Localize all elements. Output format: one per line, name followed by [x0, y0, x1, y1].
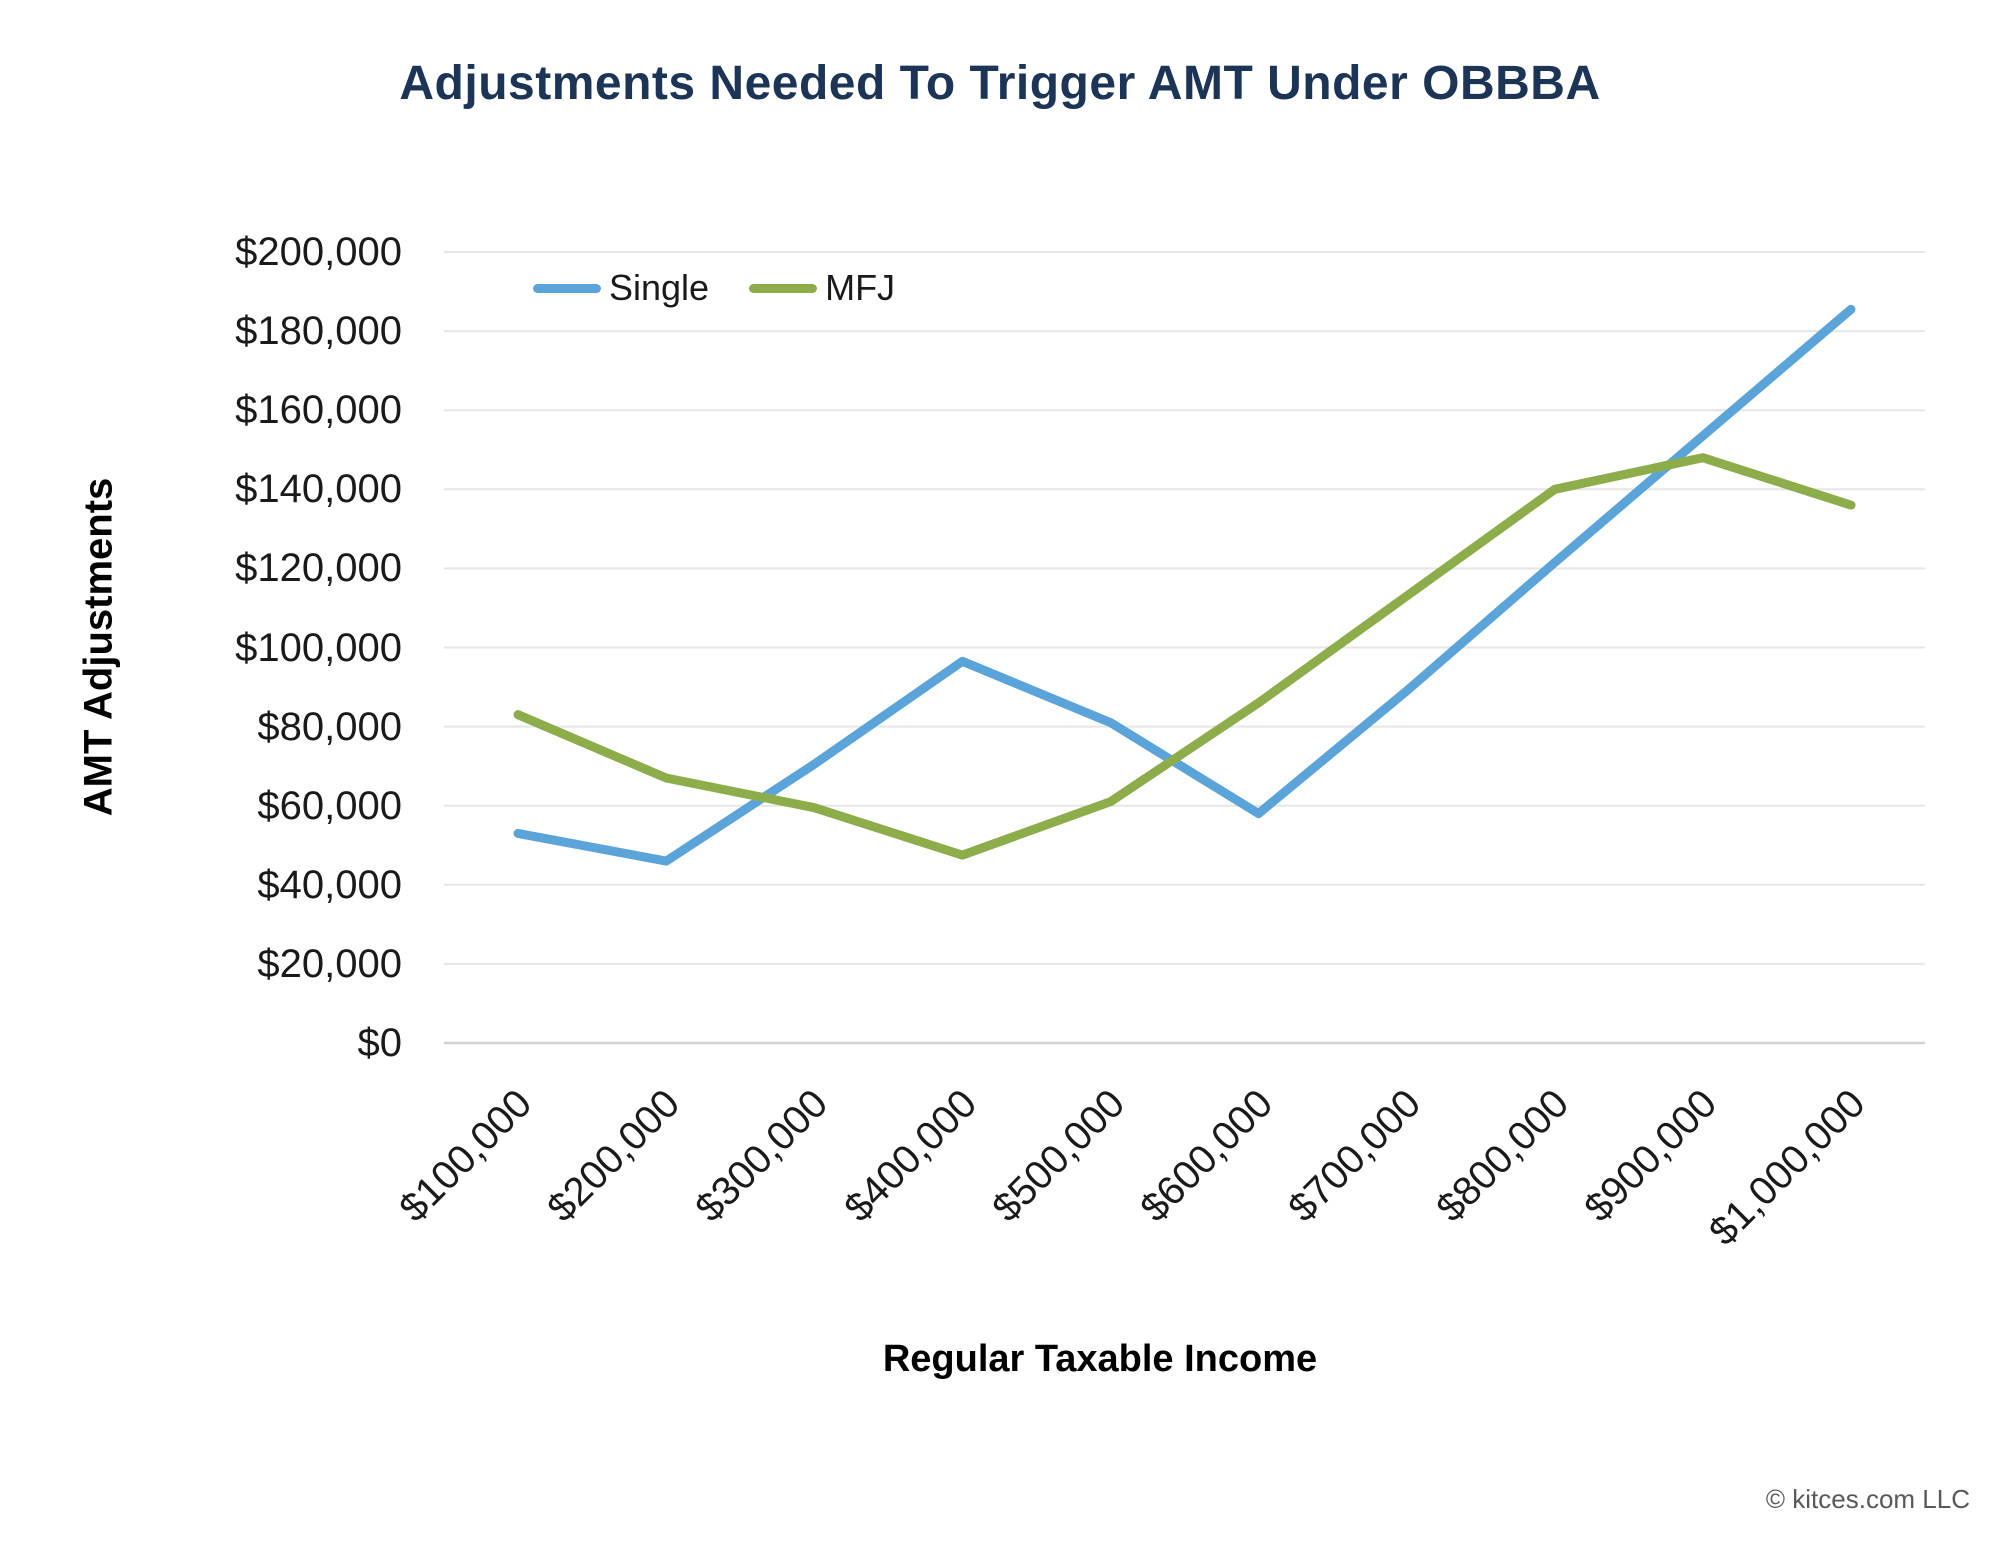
chart-title: Adjustments Needed To Trigger AMT Under … — [399, 57, 1601, 110]
x-tick-label: $200,000 — [539, 1081, 689, 1231]
series-line-mfj — [513, 453, 1856, 860]
legend-item-single: Single — [533, 266, 709, 310]
legend-label-mfj: MFJ — [825, 267, 896, 308]
legend-item-mfj: MFJ — [749, 266, 895, 310]
y-tick-label: $40,000 — [257, 862, 402, 907]
y-tick-label: $100,000 — [235, 625, 402, 670]
y-tick-label: $180,000 — [235, 309, 402, 354]
y-tick-label: $120,000 — [235, 546, 402, 591]
y-axis-title: AMT Adjustments — [76, 477, 121, 817]
x-tick-label: $500,000 — [983, 1081, 1133, 1231]
x-tick-label: $1,000,000 — [1700, 1081, 1874, 1254]
plot-svg — [444, 251, 1925, 1045]
y-tick-label: $140,000 — [235, 467, 402, 512]
mfj-line-swatch — [749, 283, 818, 293]
x-axis-title: Regular Taxable Income — [882, 1338, 1318, 1380]
copyright-text: © kitces.com LLC — [1765, 1484, 1970, 1514]
y-tick-label: $60,000 — [257, 783, 402, 828]
y-tick-label: $200,000 — [235, 230, 402, 274]
x-tick-label: $100,000 — [391, 1081, 541, 1231]
y-tick-label: $160,000 — [235, 388, 402, 433]
legend-label-single: Single — [609, 267, 710, 308]
x-tick-label: $800,000 — [1428, 1081, 1578, 1231]
y-tick-label: $80,000 — [257, 704, 402, 749]
x-tick-label: $400,000 — [835, 1081, 985, 1231]
plot-area — [444, 251, 1925, 1045]
x-tick-label: $300,000 — [687, 1081, 837, 1231]
x-tick-label: $700,000 — [1279, 1081, 1430, 1231]
y-tick-label: $20,000 — [257, 941, 402, 986]
single-line-swatch — [533, 283, 601, 293]
y-tick-label: $0 — [357, 1021, 403, 1065]
x-tick-label: $600,000 — [1131, 1081, 1281, 1231]
legend: Single MFJ — [533, 266, 895, 310]
x-tick-label: $900,000 — [1576, 1081, 1726, 1231]
series-line-single — [513, 304, 1856, 866]
